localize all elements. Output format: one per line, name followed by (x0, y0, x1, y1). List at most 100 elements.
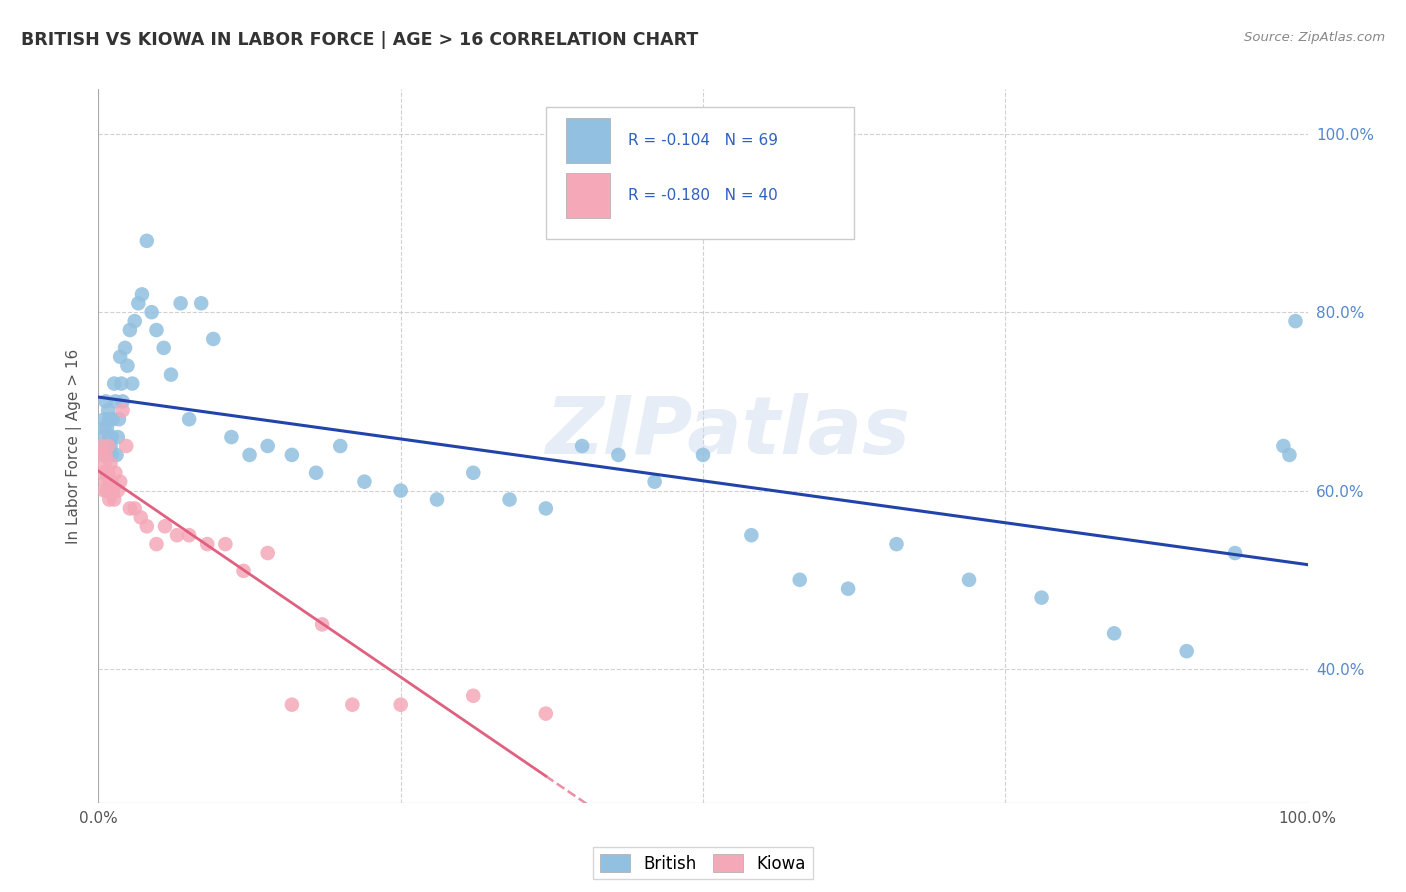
Point (179, 412, 201, 426)
Point (103, 376, 125, 391)
Point (91, 448, 114, 462)
Point (190, 296, 212, 310)
Point (115, 439, 138, 453)
Point (463, 689, 485, 703)
Point (117, 359, 139, 373)
Point (98, 475, 121, 489)
FancyBboxPatch shape (546, 107, 855, 239)
Point (221, 430, 243, 444)
Point (91, 439, 114, 453)
FancyBboxPatch shape (567, 173, 610, 218)
Point (96, 483, 118, 498)
Point (93, 412, 115, 426)
Point (135, 234, 157, 248)
Point (534, 501, 557, 516)
Point (118, 501, 141, 516)
Point (107, 430, 129, 444)
Point (98, 492, 121, 507)
Point (108, 350, 131, 364)
Point (256, 546, 278, 560)
Point (329, 439, 352, 453)
Point (389, 698, 412, 712)
Point (281, 698, 304, 712)
Point (101, 412, 124, 426)
Point (463, 466, 485, 480)
Point (97, 439, 120, 453)
Point (281, 448, 304, 462)
Point (103, 492, 125, 507)
Point (202, 332, 225, 346)
Point (98, 430, 121, 444)
Point (111, 394, 134, 409)
Point (94, 475, 117, 489)
Point (97, 439, 120, 453)
Point (101, 483, 124, 498)
Point (232, 564, 254, 578)
Point (160, 368, 183, 382)
Y-axis label: In Labor Force | Age > 16: In Labor Force | Age > 16 (66, 349, 83, 543)
Point (1175, 644, 1198, 658)
Point (100, 430, 122, 444)
Point (94, 448, 117, 462)
Point (153, 519, 176, 533)
Point (129, 510, 152, 524)
Point (644, 475, 666, 489)
Point (127, 296, 149, 310)
Point (93, 483, 115, 498)
Point (96, 448, 118, 462)
Point (135, 519, 157, 533)
Point (98, 412, 121, 426)
Point (305, 466, 328, 480)
Point (837, 582, 859, 596)
Point (97, 403, 120, 417)
Point (239, 448, 262, 462)
Point (195, 537, 218, 551)
Point (1278, 448, 1301, 462)
Text: R = -0.180   N = 40: R = -0.180 N = 40 (628, 188, 778, 203)
Point (498, 492, 520, 507)
Point (104, 466, 127, 480)
Point (607, 448, 630, 462)
Text: BRITISH VS KIOWA IN LABOR FORCE | AGE > 16 CORRELATION CHART: BRITISH VS KIOWA IN LABOR FORCE | AGE > … (21, 31, 699, 49)
Point (1284, 314, 1306, 328)
Point (100, 448, 122, 462)
Point (110, 376, 132, 391)
Point (96, 466, 118, 480)
Point (1272, 439, 1295, 453)
Point (108, 412, 131, 426)
Point (389, 483, 412, 498)
Point (104, 394, 127, 409)
Point (740, 528, 762, 542)
Point (692, 448, 714, 462)
Point (256, 439, 278, 453)
Point (91, 466, 114, 480)
Point (571, 439, 593, 453)
Point (145, 537, 167, 551)
Point (111, 403, 134, 417)
Point (100, 430, 122, 444)
Legend: British, Kiowa: British, Kiowa (593, 847, 813, 880)
Point (141, 305, 163, 319)
Point (94, 439, 117, 453)
Point (166, 528, 188, 542)
Point (97, 466, 120, 480)
Point (107, 483, 129, 498)
Point (131, 287, 153, 301)
Point (91, 430, 114, 444)
Point (342, 698, 364, 712)
Point (100, 475, 122, 489)
Point (100, 439, 122, 453)
Point (145, 323, 167, 337)
Point (534, 706, 557, 721)
Point (1102, 626, 1125, 640)
Point (1223, 546, 1246, 560)
Text: Source: ZipAtlas.com: Source: ZipAtlas.com (1244, 31, 1385, 45)
Point (105, 448, 128, 462)
Point (91, 448, 114, 462)
Point (93, 421, 115, 435)
Point (124, 314, 146, 328)
Point (1031, 591, 1053, 605)
Point (108, 475, 131, 489)
Point (124, 501, 146, 516)
Point (100, 457, 122, 471)
